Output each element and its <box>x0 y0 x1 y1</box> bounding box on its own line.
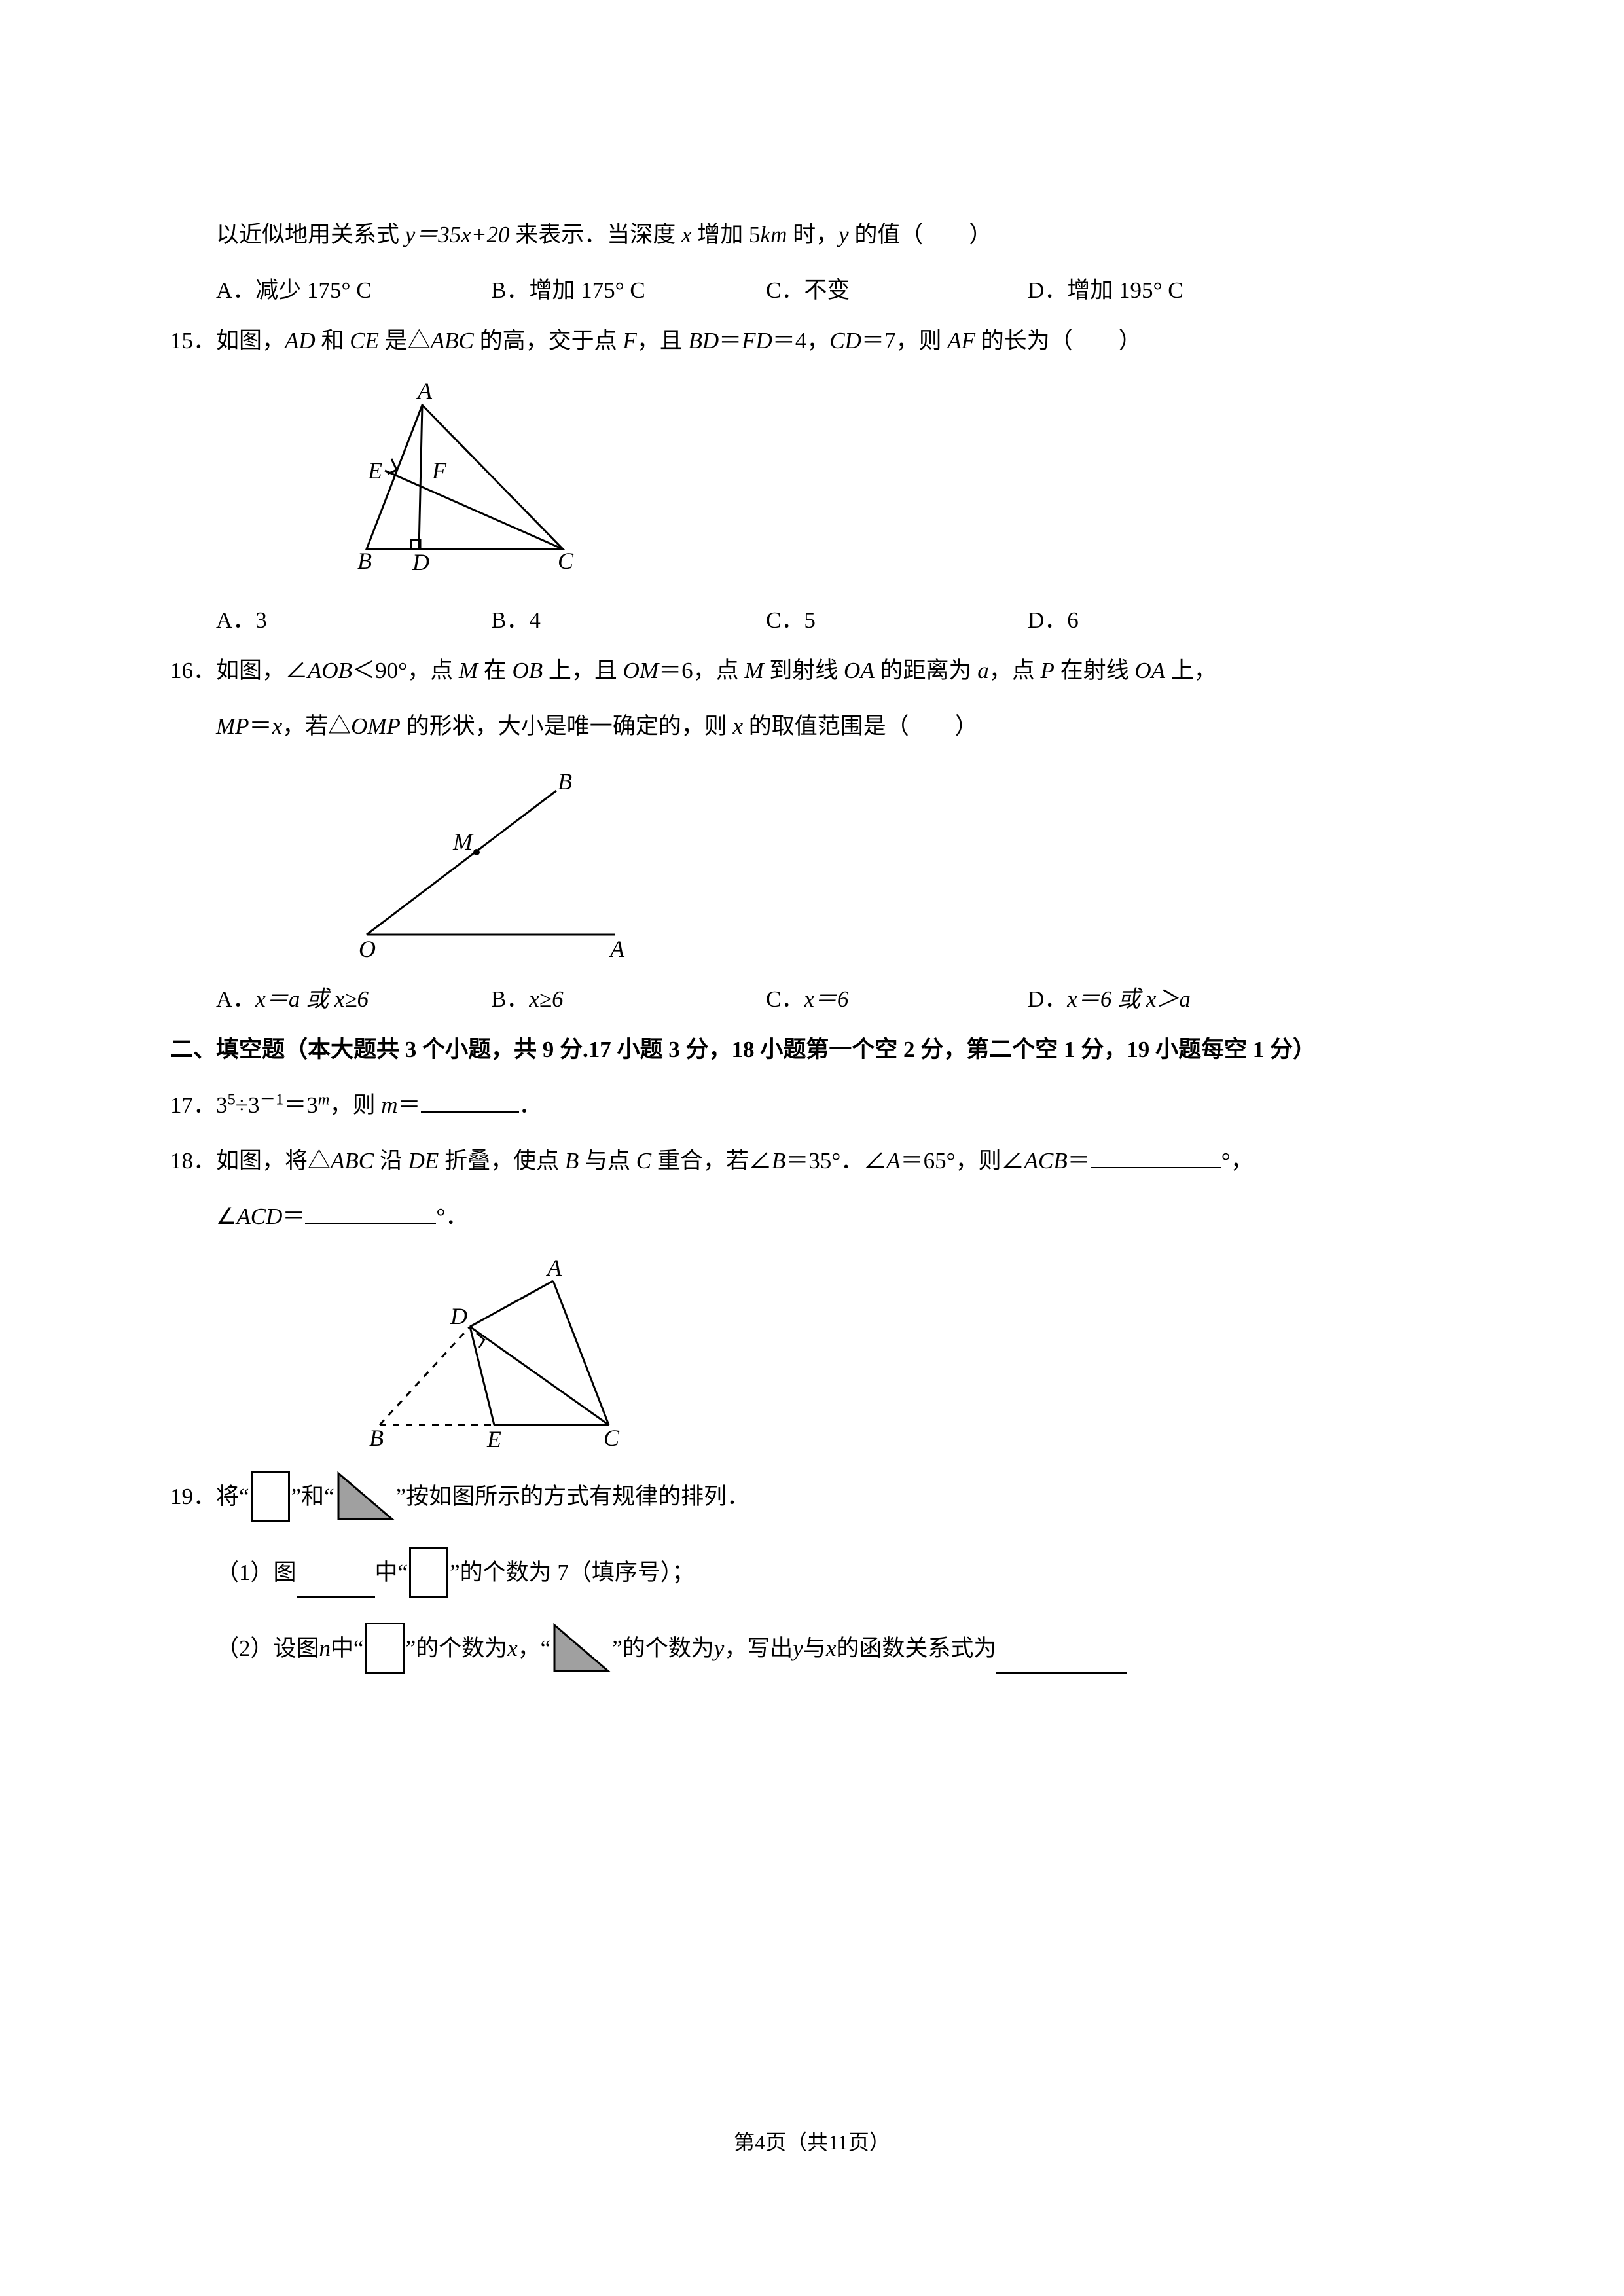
q16-label-b: B <box>558 768 572 795</box>
q14-text2: 来表示．当深度 <box>509 222 681 247</box>
q16-option-c: C．x＝6 <box>766 974 1028 1024</box>
q15-num: 15． <box>170 328 216 353</box>
q17-num: 17． <box>170 1092 216 1118</box>
q18-label-a: A <box>546 1255 562 1281</box>
q14-text4: 时， <box>787 222 839 247</box>
q16-options: A．x＝a 或 x≥6 B．x≥6 C．x＝6 D．x＝6 或 x＞a <box>170 974 1454 1024</box>
q16-label-a: A <box>609 936 625 961</box>
square-icon <box>365 1623 405 1674</box>
q14-option-d: D．增加 195° C <box>1028 265 1183 315</box>
q15-options: A．3 B．4 C．5 D．6 <box>170 595 1454 645</box>
q15-label-e: E <box>367 457 382 484</box>
q14-option-b: B．增加 175° C <box>491 265 766 315</box>
q14-option-c: C．不变 <box>766 265 1028 315</box>
q14-options: A．减少 175° C B．增加 175° C C．不变 D．增加 195° C <box>170 265 1454 315</box>
q16-figure: O A B M <box>340 764 655 961</box>
q19-blank2 <box>996 1646 1127 1674</box>
square-icon <box>251 1471 290 1522</box>
q18-num: 18． <box>170 1148 216 1174</box>
q16-stem-line1: 16．如图，∠AOB＜90°，点 M 在 OB 上，且 OM＝6，点 M 到射线… <box>170 645 1454 696</box>
q18-figure: A B C D E <box>353 1255 641 1458</box>
q15-label-c: C <box>558 548 574 574</box>
q17-line: 17．35÷3－1＝3m，则 m＝． <box>170 1080 1454 1130</box>
q19-blank1 <box>297 1570 375 1598</box>
q16-label-o: O <box>359 936 376 961</box>
q18-line1: 18．如图，将△ABC 沿 DE 折叠，使点 B 与点 C 重合，若∠B＝35°… <box>170 1136 1454 1186</box>
q16-label-m: M <box>452 829 474 855</box>
q14-unit: km <box>761 222 787 247</box>
q14-x: x <box>681 222 692 247</box>
q16-option-b: B．x≥6 <box>491 974 766 1024</box>
q14-y: y <box>839 222 849 247</box>
square-icon <box>409 1547 448 1598</box>
q19-num: 19． <box>170 1471 216 1522</box>
q18-label-c: C <box>604 1425 620 1451</box>
q14-text3: 增加 5 <box>692 222 761 247</box>
q18-label-d: D <box>450 1303 467 1329</box>
q14-option-a: A．减少 175° C <box>216 265 491 315</box>
q15-label-f: F <box>431 457 447 484</box>
q18-blank1 <box>1091 1141 1221 1168</box>
q14-text1: 以近似地用关系式 <box>216 222 405 247</box>
q15-label-d: D <box>412 549 429 575</box>
page-number: 第4页（共11页） <box>734 2130 890 2154</box>
q18-blank2 <box>305 1196 436 1224</box>
q18-label-b: B <box>369 1425 384 1451</box>
q14-formula: y＝35x+20 <box>405 222 510 247</box>
q19-part2: （2）设图 n 中“”的个数为 x，“”的个数为 y，写出 y 与 x 的函数关… <box>170 1623 1454 1674</box>
q15-option-c: C．5 <box>766 595 1028 645</box>
q15-stem: 15．如图，AD 和 CE 是△ABC 的高，交于点 F，且 BD＝FD＝4，C… <box>170 315 1454 366</box>
q16-num: 16． <box>170 658 216 683</box>
q14-tail-line: 以近似地用关系式 y＝35x+20 来表示．当深度 x 增加 5km 时，y 的… <box>170 209 1454 260</box>
q16-stem-line2: MP＝x，若△OMP 的形状，大小是唯一确定的，则 x 的取值范围是（ ） <box>170 701 1454 751</box>
q16-option-d: D．x＝6 或 x＞a <box>1028 974 1191 1024</box>
q15-option-b: B．4 <box>491 595 766 645</box>
q18-line2: ∠ACD＝°． <box>170 1191 1454 1242</box>
q14-text5: 的值（ ） <box>849 222 992 247</box>
q16-option-a: A．x＝a 或 x≥6 <box>216 974 491 1024</box>
triangle-icon <box>336 1471 395 1522</box>
triangle-icon <box>552 1623 611 1674</box>
q15-option-d: D．6 <box>1028 595 1079 645</box>
q18-label-e: E <box>486 1426 501 1452</box>
q19-stem: 19．将“”和“”按如图所示的方式有规律的排列． <box>170 1471 1454 1522</box>
q17-blank <box>421 1085 519 1113</box>
q15-label-a: A <box>416 379 433 404</box>
section2-header: 二、填空题（本大题共 3 个小题，共 9 分.17 小题 3 分，18 小题第一… <box>170 1024 1454 1075</box>
q15-figure: A B C D E F <box>340 379 602 582</box>
q19-part1: （1）图 中“”的个数为 7（填序号）； <box>170 1547 1454 1598</box>
q15-label-b: B <box>357 548 372 574</box>
q15-option-a: A．3 <box>216 595 491 645</box>
page-footer: 第4页（共11页） <box>0 2119 1624 2165</box>
